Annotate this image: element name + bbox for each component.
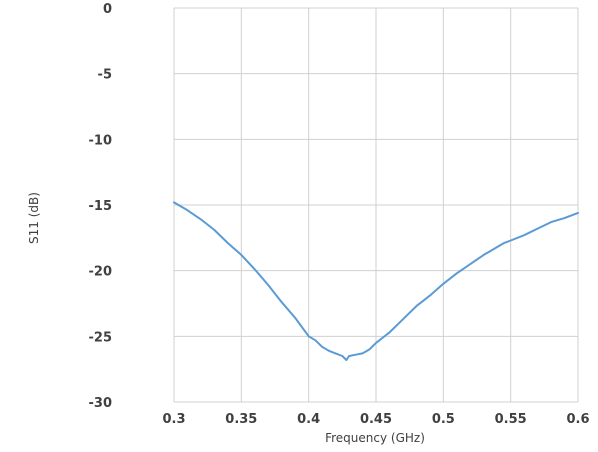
series-layer bbox=[173, 201, 579, 361]
x-axis-ticks: 0.3 0.35 0.4 0.45 0.5 0.55 0.6 bbox=[162, 412, 589, 427]
y-tick-label: 0 bbox=[103, 2, 112, 17]
y-tick-label: -5 bbox=[98, 68, 112, 83]
grid bbox=[173, 7, 579, 403]
x-tick-label: 0.35 bbox=[225, 412, 257, 427]
x-tick-label: 0.4 bbox=[297, 412, 320, 427]
y-tick-label: -15 bbox=[89, 199, 113, 214]
y-tick-label: -30 bbox=[89, 396, 113, 411]
x-tick-label: 0.45 bbox=[360, 412, 392, 427]
y-tick-label: -25 bbox=[89, 330, 113, 345]
x-tick-label: 0.5 bbox=[432, 412, 455, 427]
x-tick-label: 0.6 bbox=[566, 412, 589, 427]
y-axis-ticks: 0 -5 -10 -15 -20 -25 -30 bbox=[89, 2, 113, 411]
y-axis-label: S11 (dB) bbox=[27, 192, 41, 244]
series-line bbox=[173, 201, 579, 361]
x-axis-label: Frequency (GHz) bbox=[325, 431, 425, 445]
x-tick-label: 0.3 bbox=[162, 412, 185, 427]
x-tick-label: 0.55 bbox=[495, 412, 527, 427]
y-tick-label: -10 bbox=[89, 133, 113, 148]
y-tick-label: -20 bbox=[89, 265, 113, 280]
